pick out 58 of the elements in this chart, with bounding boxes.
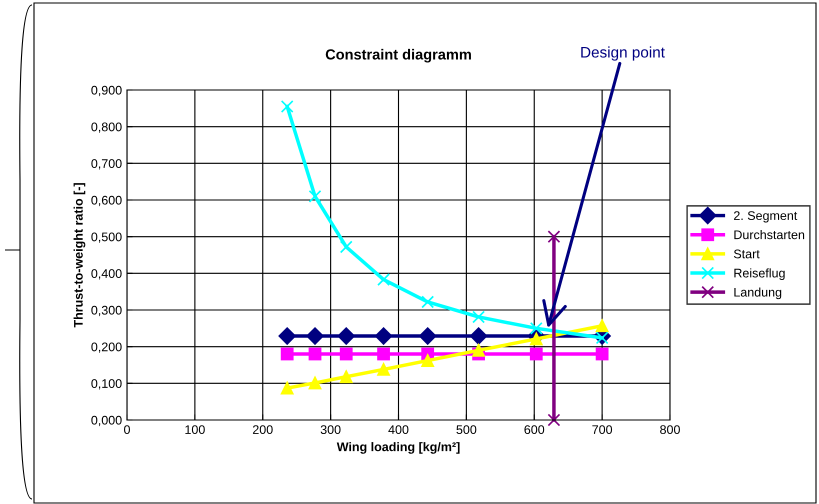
point (340, 370, 353, 384)
y-tick-label: 0,000 (91, 416, 122, 426)
point (377, 348, 390, 360)
point (530, 322, 543, 335)
point (308, 348, 322, 360)
x-tick-label: 0 (124, 425, 130, 434)
x-tick-label: 600 (524, 425, 544, 434)
point (421, 296, 434, 308)
legend-label: Reiseflug (734, 268, 785, 280)
point (306, 327, 324, 345)
point (596, 348, 609, 360)
x-axis-title: Wing loading [kg/m²] (336, 442, 460, 454)
point (530, 332, 543, 346)
y-tick-label: 0,800 (91, 122, 122, 133)
point (278, 327, 296, 345)
y-tick-label: 0,900 (91, 86, 122, 96)
point (472, 310, 485, 324)
point (340, 240, 353, 254)
x-tick-label: 700 (592, 425, 612, 434)
legend-label: Landung (734, 287, 782, 300)
y-tick-label: 0,200 (91, 342, 122, 353)
point (280, 100, 294, 113)
y-axis-title: Thrust-to-weight ratio [-] (74, 183, 86, 328)
point (280, 382, 294, 394)
chart-title: Constraint diagramm (326, 48, 471, 63)
x-tick-label: 200 (252, 425, 273, 434)
annotation: Design point (581, 46, 665, 61)
point (418, 327, 436, 345)
y-tick-label: 0,500 (91, 232, 122, 243)
point (280, 348, 294, 360)
legend-label: 2. Segment (734, 211, 798, 223)
point (548, 414, 560, 426)
x-tick-label: 800 (660, 425, 680, 434)
y-tick-label: 0,400 (91, 269, 122, 280)
point (308, 190, 322, 203)
x-tick-label: 500 (456, 425, 476, 434)
x-tick-label: 400 (388, 425, 408, 434)
point (596, 319, 609, 332)
point (421, 354, 434, 367)
point (530, 348, 543, 360)
point (377, 273, 390, 286)
y-tick-label: 0,600 (91, 196, 122, 206)
legend-label: Durchstarten (734, 230, 804, 240)
point (308, 376, 322, 390)
y-tick-label: 0,100 (91, 379, 122, 390)
y-tick-label: 0,300 (91, 306, 122, 316)
point (470, 327, 488, 345)
point (340, 348, 353, 360)
point (472, 344, 485, 357)
x-tick-label: 300 (320, 425, 341, 434)
point (377, 363, 390, 376)
point (338, 327, 355, 345)
point (548, 230, 560, 244)
point (374, 327, 392, 345)
legend-label: Start (734, 250, 760, 258)
point (596, 331, 609, 344)
x-tick-label: 100 (185, 425, 205, 434)
y-tick-label: 0,700 (91, 159, 122, 170)
